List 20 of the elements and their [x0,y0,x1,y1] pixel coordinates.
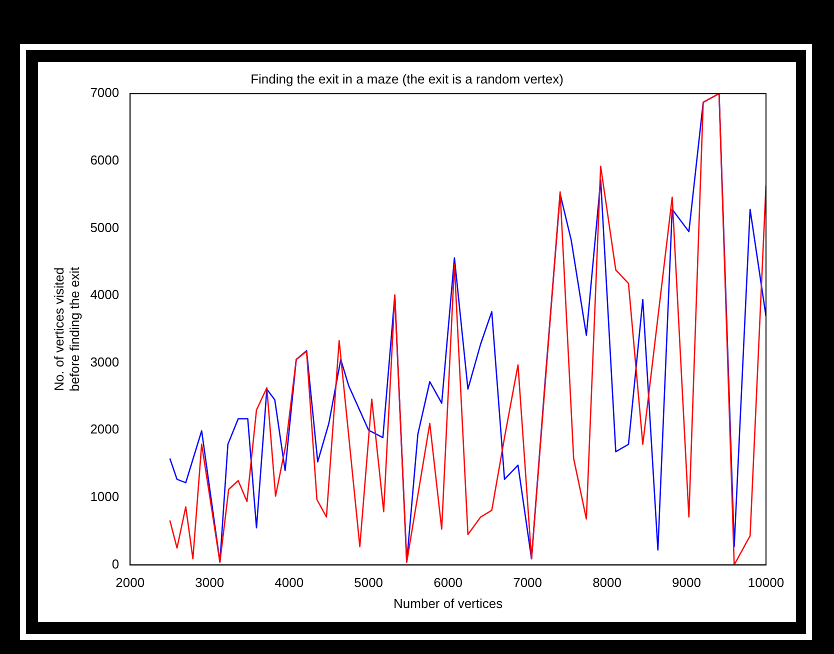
x-axis-title: Number of vertices [394,596,504,611]
y-tick-label: 6000 [90,152,120,168]
y-tick-label: 0 [112,556,120,572]
x-tick-label: 4000 [274,575,304,590]
y-tick-label: 5000 [90,220,120,235]
x-tick-label: 2000 [116,575,145,590]
y-tick-label: 2000 [90,422,120,437]
y-tick-label: 3000 [90,354,120,370]
x-tick-label: 3000 [195,575,224,590]
y-axis-title: No. of vertices visited before finding the exit [51,266,82,392]
x-tick-label: 7000 [513,575,542,590]
y-tick-label: 4000 [90,287,120,302]
chart-title: Finding the exit in a maze (the exit is a random vertex) [250,71,564,86]
y-tick-label: 1000 [90,489,120,504]
x-tick-label: 8000 [592,575,622,590]
x-tick-label: 9000 [672,575,701,590]
x-tick-label: 5000 [354,575,384,590]
y-tick-label: 7000 [90,85,120,100]
x-tick-label: 6000 [434,575,463,590]
x-tick-label: 10000 [748,575,784,590]
